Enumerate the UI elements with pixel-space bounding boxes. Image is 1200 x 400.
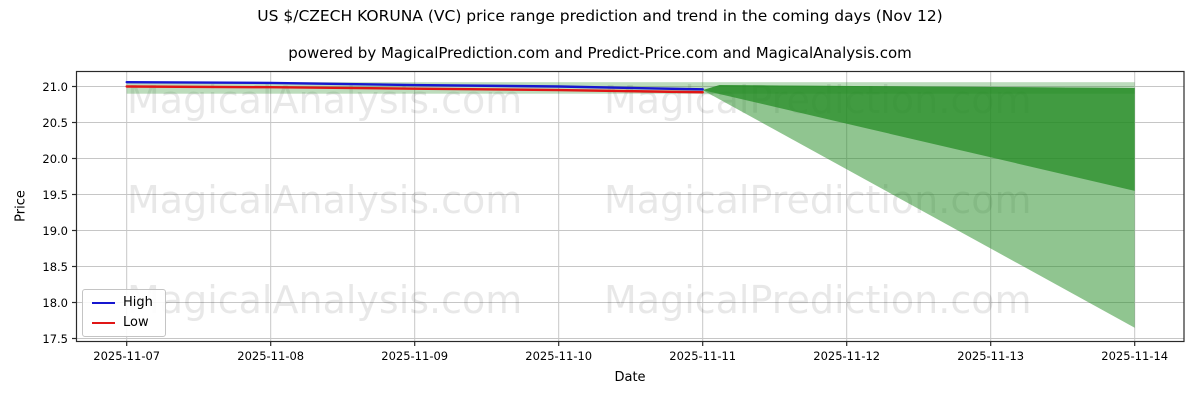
x-tick-label: 2025-11-14 — [1101, 349, 1169, 363]
x-tick-label: 2025-11-11 — [669, 349, 737, 363]
legend-item-low: Low — [92, 316, 157, 330]
y-tick-label: 20.0 — [42, 151, 68, 166]
watermark-analysis: MagicalAnalysis.com — [127, 278, 522, 322]
chart-subtitle: powered by MagicalPrediction.com and Pre… — [288, 44, 912, 62]
y-tick-label: 18.5 — [42, 259, 68, 274]
y-tick-label: 17.5 — [42, 331, 68, 346]
legend: High Low — [82, 289, 166, 337]
y-tick-label: 19.0 — [42, 223, 68, 238]
x-tick-label: 2025-11-12 — [813, 349, 881, 363]
x-tick-label: 2025-11-09 — [381, 349, 449, 363]
prediction-fan-inner-range — [702, 85, 1135, 191]
x-tick-label: 2025-11-07 — [93, 349, 161, 363]
legend-label-low: Low — [123, 315, 149, 330]
y-tick-label: 21.0 — [42, 79, 68, 94]
high-line-sample — [92, 302, 115, 304]
high-line — [125, 80, 704, 91]
x-axis-label: Date — [614, 370, 646, 385]
y-tick-label: 18.0 — [42, 295, 68, 310]
low-line — [125, 85, 704, 94]
axes-spines — [75, 70, 1185, 343]
chart-title: US $/CZECH KORUNA (VC) price range predi… — [257, 7, 943, 25]
y-tick-label: 20.5 — [42, 115, 68, 130]
x-tick-label: 2025-11-10 — [525, 349, 593, 363]
x-tick-label: 2025-11-13 — [957, 349, 1025, 363]
legend-label-high: High — [123, 295, 153, 310]
x-tick-label: 2025-11-08 — [237, 349, 305, 363]
watermark-analysis: MagicalAnalysis.com — [127, 178, 522, 222]
watermark-prediction: MagicalPrediction.com — [604, 278, 1032, 322]
y-tick-label: 19.5 — [42, 187, 68, 202]
legend-item-high: High — [92, 296, 157, 310]
low-line-sample — [92, 322, 115, 324]
